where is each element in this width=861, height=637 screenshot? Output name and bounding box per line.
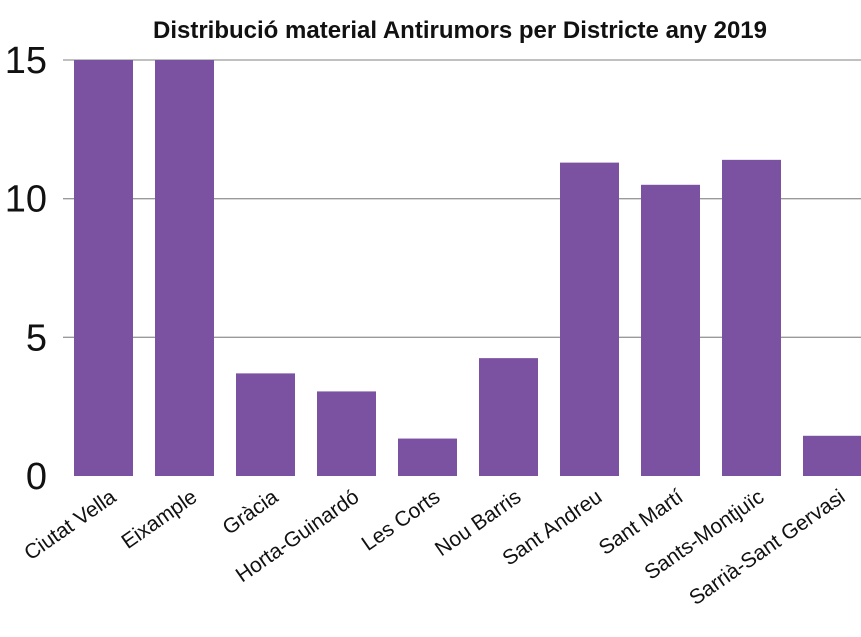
y-axis-ticks: 0 5 10 15 bbox=[5, 40, 47, 498]
y-tick-label: 15 bbox=[5, 40, 47, 82]
bar-layer bbox=[74, 60, 861, 477]
bar bbox=[803, 435, 861, 476]
y-tick-label: 5 bbox=[26, 317, 47, 359]
bar bbox=[317, 391, 376, 476]
bar bbox=[74, 60, 133, 476]
y-tick-label: 0 bbox=[26, 456, 47, 498]
bar bbox=[479, 358, 538, 476]
bar bbox=[398, 438, 457, 476]
bar bbox=[155, 60, 214, 476]
bar bbox=[560, 162, 619, 476]
x-tick-label: Les Corts bbox=[358, 485, 445, 555]
y-tick-label: 10 bbox=[5, 179, 47, 221]
bar bbox=[236, 373, 295, 476]
bar bbox=[722, 159, 781, 476]
x-tick-label: Eixample bbox=[117, 485, 201, 553]
bar bbox=[641, 184, 700, 477]
chart-title: Distribució material Antirumors per Dist… bbox=[153, 17, 767, 44]
x-tick-label: Gràcia bbox=[219, 485, 283, 540]
